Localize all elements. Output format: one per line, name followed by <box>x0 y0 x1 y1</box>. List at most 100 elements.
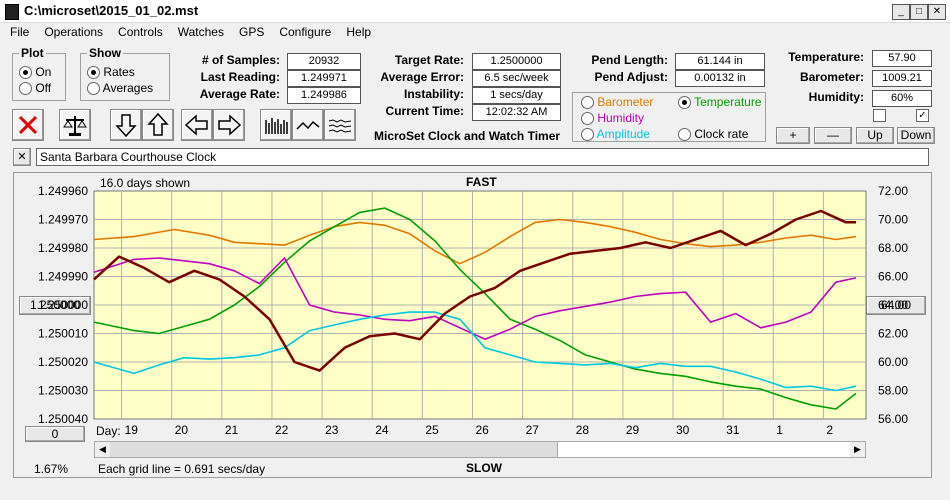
scroll-left-arrow[interactable]: ◀ <box>95 442 110 457</box>
series-amplitude-radio[interactable]: Amplitude <box>581 127 651 142</box>
x-tick-label: 21 <box>225 423 239 437</box>
scroll-up-button[interactable]: Up <box>856 127 894 144</box>
series-clockrate-radio[interactable]: Clock rate <box>678 127 749 142</box>
window-title: C:\microset\2015_01_02.mst <box>24 3 199 18</box>
arrow-down-icon <box>115 114 137 138</box>
y-right-tick-label: 64.00 <box>878 298 908 312</box>
current-time-label: Current Time: <box>385 104 464 118</box>
menu-help[interactable]: Help <box>346 25 372 39</box>
average-error-label: Average Error: <box>380 70 464 84</box>
app-icon <box>5 4 19 20</box>
bar-graph-icon <box>265 118 288 134</box>
day-label: Day: <box>96 424 121 438</box>
menu-gps[interactable]: GPS <box>238 25 265 39</box>
y-right-tick-label: 70.00 <box>878 213 908 227</box>
series-amplitude-line <box>93 311 857 392</box>
balance-scale-icon <box>63 116 87 136</box>
horizontal-scrollbar[interactable]: ◀ ▶ <box>94 441 866 458</box>
scroll-down-button[interactable]: Down <box>897 127 935 144</box>
checkbox-1[interactable] <box>873 109 886 122</box>
average-rate-label: Average Rate: <box>199 87 280 101</box>
y-right-tick-label: 56.00 <box>878 412 908 426</box>
balance-button[interactable] <box>59 109 91 141</box>
offset-button[interactable]: 0 <box>25 426 85 442</box>
series-temperature-line <box>93 207 857 410</box>
x-tick-label: 25 <box>425 423 439 437</box>
zoom-out-button[interactable]: — <box>814 127 852 144</box>
show-rates-label: Rates <box>103 65 135 79</box>
right-value-button[interactable]: 64.00 <box>866 296 926 315</box>
y-left-tick-label: 1.249960 <box>38 184 88 198</box>
menu-controls[interactable]: Controls <box>118 25 163 39</box>
series-temperature-label: Temperature <box>694 95 762 109</box>
series-clock-rate-line <box>93 209 856 372</box>
clear-data-button[interactable] <box>12 109 44 141</box>
show-group-title: Show <box>87 46 123 60</box>
y-right-tick-label: 62.00 <box>878 327 908 341</box>
zoom-in-button[interactable]: + <box>776 127 810 144</box>
plot-group: Plot On Off <box>12 46 66 101</box>
bar-view-button[interactable] <box>260 109 292 141</box>
x-tick-label: 29 <box>626 423 640 437</box>
menu-file[interactable]: File <box>10 25 30 39</box>
menu-watches[interactable]: Watches <box>177 25 224 39</box>
y-left-tick-label: 1.250000 <box>38 298 88 312</box>
arrow-right-icon <box>218 114 242 136</box>
arrow-right-button[interactable] <box>213 109 245 141</box>
series-temperature-radio[interactable]: Temperature <box>678 95 762 110</box>
arrow-left-button[interactable] <box>181 109 213 141</box>
series-barometer-label: Barometer <box>597 95 654 109</box>
clear-clock-button[interactable]: ✕ <box>13 148 31 166</box>
pend-adjust-value: 0.00132 in <box>675 70 765 87</box>
scroll-right-arrow[interactable]: ▶ <box>850 442 865 457</box>
maximize-button[interactable]: □ <box>910 4 928 20</box>
line-view-button[interactable] <box>292 109 324 141</box>
show-averages-radio[interactable]: Averages <box>87 81 153 96</box>
center-value-button[interactable]: 1.250000 <box>19 296 91 315</box>
temperature-label: Temperature: <box>788 50 864 64</box>
humidity-label: Humidity: <box>808 90 864 104</box>
plot-on-label: On <box>35 65 52 79</box>
arrow-up-button[interactable] <box>142 109 174 141</box>
y-left-tick-label: 1.250010 <box>38 327 88 341</box>
temperature-value: 57.90 <box>872 50 932 67</box>
radio-indicator <box>678 128 691 142</box>
barometer-label: Barometer: <box>799 70 864 84</box>
menu-configure[interactable]: Configure <box>279 25 332 39</box>
series-humidity-label: Humidity <box>597 111 645 125</box>
plot-off-radio[interactable]: Off <box>19 81 51 96</box>
y-left-tick-label: 1.249990 <box>38 270 88 284</box>
show-rates-radio[interactable]: Rates <box>87 65 135 80</box>
num-samples-value: 20932 <box>287 53 361 70</box>
plot-on-radio[interactable]: On <box>19 65 52 80</box>
radio-indicator <box>678 96 691 110</box>
grid-note: Each grid line = 0.691 secs/day <box>98 462 266 476</box>
close-button[interactable]: ✕ <box>928 4 946 20</box>
menu-bar: File Operations Controls Watches GPS Configur… <box>0 22 950 42</box>
scroll-thumb[interactable] <box>557 442 850 457</box>
checkbox-2[interactable]: ✓ <box>916 109 929 122</box>
radio-indicator <box>87 66 100 80</box>
menu-operations[interactable]: Operations <box>44 25 104 39</box>
radio-indicator <box>581 112 594 126</box>
arrow-down-button[interactable] <box>110 109 142 141</box>
show-group: Show Rates Averages <box>80 46 170 101</box>
pend-length-label: Pend Length: <box>591 53 668 67</box>
x-tick-label: 26 <box>475 423 489 437</box>
arrow-left-icon <box>184 114 208 136</box>
series-amplitude-label: Amplitude <box>596 127 651 141</box>
clock-name-field[interactable]: Santa Barbara Courthouse Clock <box>36 148 929 166</box>
num-samples-label: # of Samples: <box>201 53 280 67</box>
humidity-value: 60% <box>872 90 932 107</box>
series-humidity-radio[interactable]: Humidity <box>581 111 645 126</box>
series-humidity-line <box>93 257 857 341</box>
radio-indicator <box>87 82 100 96</box>
wave-view-button[interactable] <box>324 109 356 141</box>
series-barometer-radio[interactable]: Barometer <box>581 95 654 110</box>
plot-group-title: Plot <box>19 46 46 60</box>
y-left-tick-label: 1.249970 <box>38 213 88 227</box>
minimize-button[interactable]: _ <box>892 4 910 20</box>
x-tick-label: 20 <box>175 423 189 437</box>
series-clockrate-label: Clock rate <box>694 127 749 141</box>
